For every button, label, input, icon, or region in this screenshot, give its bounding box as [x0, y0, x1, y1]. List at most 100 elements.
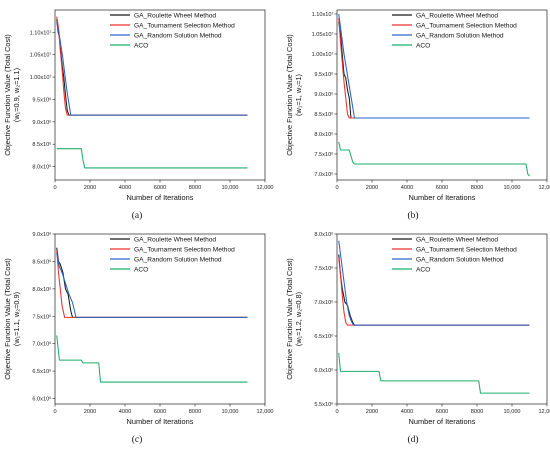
- y-tick-label: 6.5x10⁶: [314, 333, 333, 340]
- y-tick-label: 5.5x10⁶: [314, 401, 333, 408]
- x-tick-label: 2000: [366, 409, 378, 415]
- legend-entry: GA_Roulette Wheel Method: [134, 236, 216, 243]
- y-tick-label: 7.5x10⁶: [32, 313, 51, 320]
- y-tick-label: 8.0x10⁶: [314, 131, 333, 138]
- y-axis-sublabel: (w₁=1.1, w₂=0.9): [12, 292, 21, 346]
- series-line-4: [338, 141, 530, 177]
- series-line-1: [338, 21, 530, 119]
- x-tick-label: 10,000: [221, 409, 238, 415]
- x-tick-label: 4000: [119, 409, 131, 415]
- x-tick-label: 10,000: [503, 409, 520, 415]
- x-axis-label: Number of Iterations: [127, 193, 194, 202]
- y-tick-label: 1.10x10⁷: [30, 29, 52, 36]
- x-tick-label: 0: [335, 409, 338, 415]
- y-tick-label: 8.0x10⁶: [32, 286, 51, 293]
- series-line-2: [338, 17, 530, 119]
- panel-label: (a): [132, 210, 143, 221]
- chart-panel-2: 0 2000 4000 6000 8000 10,000 12,000 7.0x10⁶ 7.5x…: [285, 9, 550, 221]
- x-tick-label: 0: [53, 185, 56, 191]
- x-axis-label: Number of Iterations: [409, 417, 476, 426]
- y-axis-label: Objective Function Value (Total Cost): [3, 34, 12, 155]
- y-tick-label: 7.5x10⁶: [314, 265, 333, 272]
- x-tick-label: 6000: [436, 409, 448, 415]
- chart-panel-1: 0 2000 4000 6000 8000 10,000 12,000 8.0x10⁶ 8.5x…: [3, 9, 274, 221]
- y-tick-label: 9.0x10⁶: [32, 119, 51, 126]
- x-tick-label: 6000: [436, 185, 448, 191]
- x-tick-label: 4000: [401, 409, 413, 415]
- panel-label: (c): [132, 434, 143, 445]
- x-tick-label: 4000: [119, 185, 131, 191]
- y-tick-label: 7.0x10⁶: [32, 341, 51, 348]
- x-axis-label: Number of Iterations: [409, 193, 476, 202]
- series-line-1: [56, 247, 248, 318]
- legend-entry: ACO: [416, 42, 430, 49]
- y-axis-label: Objective Function Value (Total Cost): [3, 258, 12, 379]
- x-tick-label: 4000: [401, 185, 413, 191]
- y-tick-label: 6.0x10⁶: [314, 367, 333, 374]
- series-line-3: [56, 253, 248, 318]
- series-line-3: [338, 13, 530, 119]
- legend-entry: GA_Tournament Selection Method: [134, 22, 235, 29]
- x-tick-label: 2000: [84, 409, 96, 415]
- series-line-2: [338, 257, 530, 326]
- y-tick-label: 8.0x10⁶: [32, 164, 51, 171]
- y-tick-label: 6.0x10⁶: [32, 396, 51, 403]
- y-tick-label: 8.5x10⁶: [314, 111, 333, 118]
- panel-label: (d): [407, 434, 418, 445]
- y-tick-label: 9.5x10⁶: [32, 96, 51, 103]
- y-tick-label: 8.5x10⁶: [32, 141, 51, 148]
- y-axis-sublabel: (w₁=1, w₂=1): [294, 74, 303, 116]
- series-line-4: [338, 352, 530, 394]
- legend-entry: GA_Random Solution Method: [416, 32, 504, 39]
- y-tick-label: 8.5x10⁶: [32, 258, 51, 265]
- x-tick-label: 10,000: [503, 185, 520, 191]
- x-tick-label: 8000: [189, 409, 201, 415]
- y-tick-label: 9.5x10⁶: [314, 71, 333, 78]
- chart-panel-4: 0 2000 4000 6000 8000 10,000 12,000 5.5x10⁶ 6.0x…: [285, 231, 550, 445]
- series-line-4: [56, 335, 248, 383]
- legend-entry: GA_Random Solution Method: [134, 256, 222, 263]
- x-tick-label: 12,000: [256, 409, 273, 415]
- y-tick-label: 1.00x10⁷: [312, 51, 334, 58]
- legend-entry: GA_Tournament Selection Method: [416, 246, 517, 253]
- legend-entry: GA_Random Solution Method: [134, 32, 222, 39]
- series-line-3: [56, 23, 248, 116]
- x-tick-label: 6000: [154, 409, 166, 415]
- y-tick-label: 7.0x10⁶: [314, 171, 333, 178]
- legend-entry: GA_Roulette Wheel Method: [134, 12, 216, 19]
- x-tick-label: 8000: [471, 409, 483, 415]
- y-tick-label: 1.00x10⁷: [30, 74, 52, 81]
- legend-entry: GA_Roulette Wheel Method: [416, 236, 498, 243]
- y-tick-label: 7.5x10⁶: [314, 151, 333, 158]
- legend-entry: GA_Random Solution Method: [416, 256, 504, 263]
- y-tick-label: 1.10x10⁷: [312, 11, 334, 18]
- legend-entry: GA_Roulette Wheel Method: [416, 12, 498, 19]
- chart-panel-3: 0 2000 4000 6000 8000 10,000 12,000 6.0x10⁶ 6.5x…: [3, 231, 274, 445]
- x-tick-label: 0: [335, 185, 338, 191]
- legend-entry: GA_Tournament Selection Method: [134, 246, 235, 253]
- series-line-3: [338, 240, 530, 326]
- legend-entry: ACO: [134, 42, 148, 49]
- y-axis-label: Objective Function Value (Total Cost): [285, 258, 294, 379]
- y-tick-label: 7.0x10⁶: [314, 299, 333, 306]
- panel-label: (b): [407, 210, 418, 221]
- series-line-1: [338, 254, 530, 326]
- x-tick-label: 0: [53, 409, 56, 415]
- y-tick-label: 9.0x10⁶: [32, 231, 51, 238]
- x-tick-label: 2000: [366, 185, 378, 191]
- y-tick-label: 8.0x10⁶: [314, 231, 333, 238]
- x-tick-label: 10,000: [221, 185, 238, 191]
- x-axis-label: Number of Iterations: [127, 417, 194, 426]
- legend-entry: ACO: [416, 266, 430, 273]
- y-axis-sublabel: (w₁=0.9, w₂=1.1): [12, 68, 21, 122]
- y-tick-label: 1.05x10⁷: [312, 31, 334, 38]
- legend-entry: ACO: [134, 266, 148, 273]
- x-tick-label: 12,000: [256, 185, 273, 191]
- y-tick-label: 9.0x10⁶: [314, 91, 333, 98]
- y-axis-sublabel: (w₁=1.2, w₂=0.8): [294, 292, 303, 346]
- x-tick-label: 12,000: [538, 185, 550, 191]
- x-tick-label: 6000: [154, 185, 166, 191]
- legend-entry: GA_Tournament Selection Method: [416, 22, 517, 29]
- x-tick-label: 12,000: [538, 409, 550, 415]
